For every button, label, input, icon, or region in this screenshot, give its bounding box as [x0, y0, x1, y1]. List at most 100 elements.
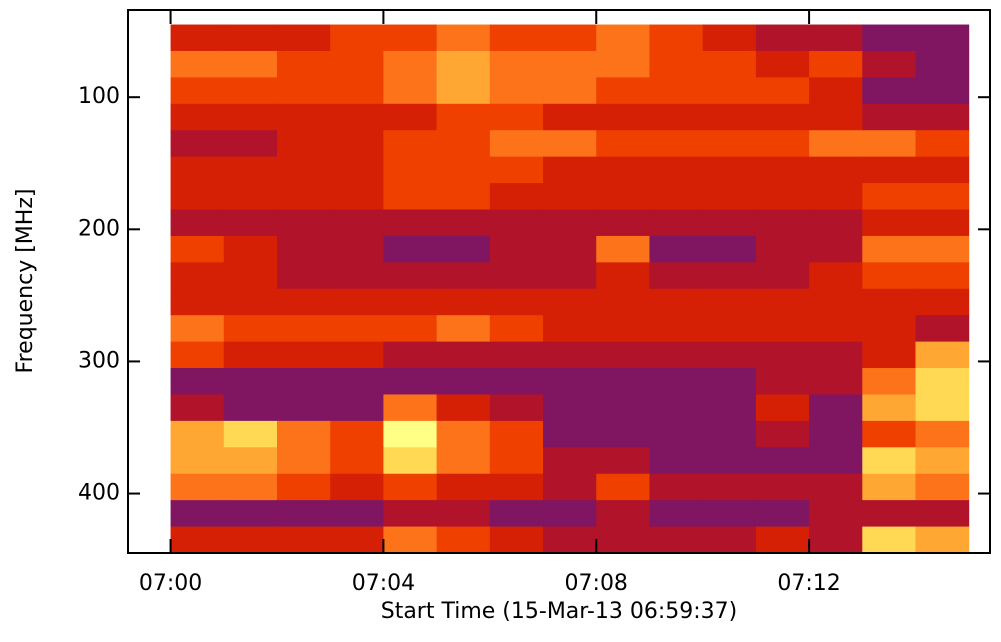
- cell: [649, 262, 704, 290]
- cell: [223, 130, 278, 158]
- cell: [330, 262, 384, 290]
- cell: [596, 288, 650, 316]
- cell: [915, 447, 970, 475]
- cell: [596, 473, 650, 501]
- cell: [223, 209, 278, 237]
- cell: [596, 526, 650, 554]
- cell: [383, 209, 438, 237]
- x-tick-label: 07:08: [565, 571, 628, 596]
- cell: [276, 156, 331, 184]
- cell: [330, 526, 384, 554]
- cell: [170, 130, 225, 158]
- cell: [755, 473, 810, 501]
- cell: [489, 156, 544, 184]
- cell: [809, 447, 863, 475]
- cell: [276, 420, 331, 448]
- cell: [809, 394, 863, 422]
- y-tick-label: 200: [78, 216, 120, 241]
- cell: [330, 447, 384, 475]
- cell: [276, 77, 331, 105]
- cell: [543, 183, 597, 210]
- cell: [170, 77, 225, 105]
- x-tick-label: 07:04: [352, 571, 415, 596]
- cell: [809, 262, 863, 290]
- cell: [702, 209, 757, 237]
- cell: [755, 315, 810, 343]
- cell: [223, 262, 278, 290]
- cell: [862, 368, 917, 395]
- cell: [649, 209, 704, 237]
- cell: [915, 394, 970, 422]
- cell: [702, 288, 757, 316]
- cell: [915, 24, 970, 52]
- cell: [862, 341, 917, 369]
- cell: [755, 103, 810, 131]
- cell: [649, 315, 704, 343]
- cell: [170, 103, 225, 131]
- plot-frame: [127, 9, 991, 554]
- cell: [276, 473, 331, 501]
- cell: [170, 420, 225, 448]
- cell: [809, 500, 863, 528]
- cell: [809, 473, 863, 501]
- cell: [489, 50, 544, 78]
- cell: [862, 103, 917, 131]
- y-tick-label: 400: [78, 481, 120, 506]
- cell: [809, 77, 863, 105]
- cell: [755, 420, 810, 448]
- cell: [383, 315, 438, 343]
- cell: [489, 500, 544, 528]
- spectrogram: [170, 24, 970, 554]
- cell: [702, 473, 757, 501]
- cell: [330, 368, 384, 395]
- cell: [702, 130, 757, 158]
- cell: [702, 156, 757, 184]
- cell: [436, 24, 491, 52]
- cell: [489, 103, 544, 131]
- cell: [223, 103, 278, 131]
- cell: [489, 447, 544, 475]
- cell: [915, 526, 970, 554]
- cell: [170, 288, 225, 316]
- cell: [330, 183, 384, 210]
- cell: [755, 77, 810, 105]
- cell: [755, 447, 810, 475]
- cell: [649, 420, 704, 448]
- cell: [543, 447, 597, 475]
- cell: [915, 183, 970, 210]
- cell: [543, 420, 597, 448]
- cell: [436, 394, 491, 422]
- cell: [170, 447, 225, 475]
- cell: [649, 368, 704, 395]
- cell: [489, 526, 544, 554]
- cell: [223, 77, 278, 105]
- cell: [915, 315, 970, 343]
- cell: [809, 183, 863, 210]
- cell: [170, 209, 225, 237]
- cell: [276, 24, 331, 52]
- cell: [862, 235, 917, 263]
- cell: [809, 368, 863, 395]
- cell: [649, 341, 704, 369]
- cell: [543, 235, 597, 263]
- cell: [276, 103, 331, 131]
- cell: [596, 262, 650, 290]
- cell: [223, 473, 278, 501]
- cell: [649, 24, 704, 52]
- cell: [649, 156, 704, 184]
- cell: [596, 394, 650, 422]
- cell: [170, 156, 225, 184]
- cell: [915, 368, 970, 395]
- cell: [596, 420, 650, 448]
- cell: [330, 130, 384, 158]
- cell: [543, 50, 597, 78]
- cell: [170, 50, 225, 78]
- cell: [383, 103, 438, 131]
- cell: [755, 500, 810, 528]
- y-tick-label: 100: [78, 84, 120, 109]
- cell: [702, 341, 757, 369]
- cell: [702, 103, 757, 131]
- cell: [436, 315, 491, 343]
- cell: [862, 50, 917, 78]
- cell: [383, 500, 438, 528]
